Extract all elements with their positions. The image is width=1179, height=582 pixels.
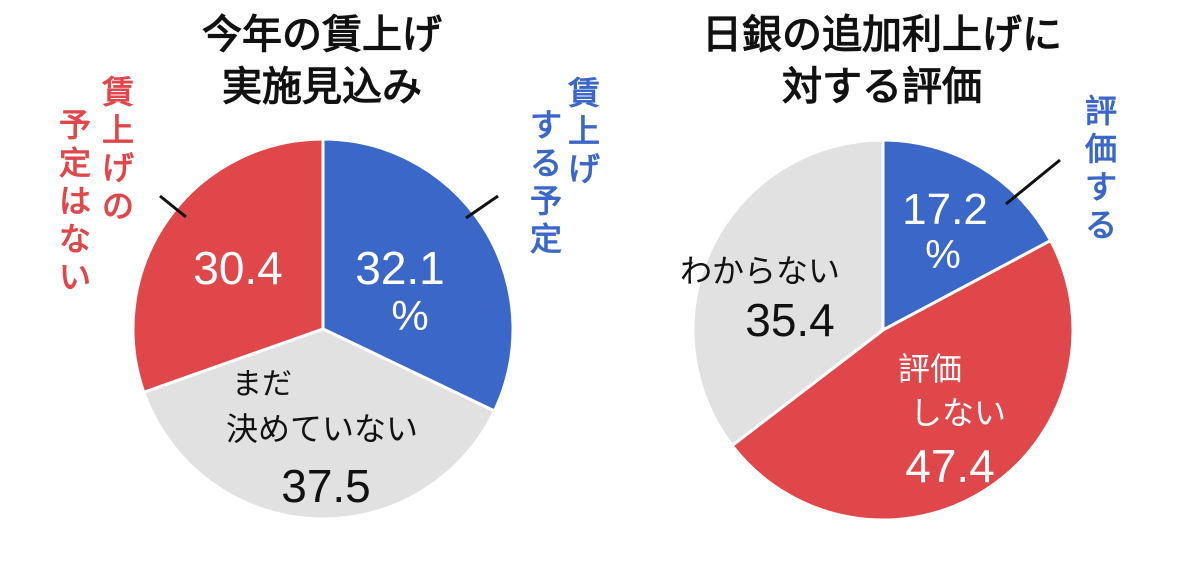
right-approve-leader-line (1005, 158, 1061, 206)
left-undecided-value: 37.5 (281, 460, 371, 512)
left-pie-slice-0 (321, 137, 515, 413)
right-title-line-2: 対する評価 (782, 64, 982, 110)
left-pie-slice-1 (141, 327, 497, 521)
left-plan-label-line-1: 賃上げ (567, 74, 600, 188)
right-pie-slice-2 (691, 138, 885, 448)
left-noplan-label-line-2: 予定はない (59, 106, 91, 296)
left-plan-value: 32.1 (355, 242, 445, 294)
chart-left: 今年の賃上げ 実施見込み 賃上げ する予定 賃上げの 予定はない 32.1 % … (59, 12, 600, 521)
left-noplan-leader-line (159, 194, 187, 219)
right-unknown-label: わからない (680, 252, 840, 290)
right-disapprove-label-line-2: しない (910, 394, 1006, 432)
left-noplan-value: 30.4 (193, 242, 283, 294)
left-pie (131, 137, 515, 521)
right-approve-label-text: 評価する (1084, 92, 1117, 244)
right-title-line-1: 日銀の追加利上げに (702, 12, 1062, 58)
right-approve-value: 17.2 (902, 185, 988, 234)
right-pie-slice-0 (881, 138, 1053, 333)
left-plan-leader-line (465, 194, 499, 220)
right-disapprove-label-line-1: 評価 (898, 350, 962, 388)
left-plan-label-line-2: する予定 (530, 106, 562, 258)
left-plan-label: 賃上げ する予定 (530, 74, 600, 258)
right-approve-label: 評価する (1084, 92, 1117, 244)
left-undecided-label-line-2: 決めていない (226, 410, 418, 448)
right-approve-unit: % (925, 233, 961, 277)
left-plan-unit: % (391, 292, 428, 339)
left-title-line-2: 実施見込み (222, 64, 422, 110)
left-noplan-label-line-1: 賃上げの (101, 73, 134, 225)
left-noplan-label: 賃上げの 予定はない (59, 73, 134, 296)
left-undecided-label-line-1: まだ (232, 367, 292, 402)
chart-right: 日銀の追加利上げに 対する評価 評価する 17.2 % わからない 35.4 評… (680, 12, 1117, 522)
right-pie-slice-1 (730, 238, 1075, 522)
left-title-line-1: 今年の賃上げ (202, 12, 442, 58)
right-disapprove-value: 47.4 (905, 440, 995, 492)
right-unknown-value: 35.4 (745, 294, 835, 346)
left-pie-slice-2 (131, 137, 325, 395)
right-pie (691, 138, 1075, 522)
